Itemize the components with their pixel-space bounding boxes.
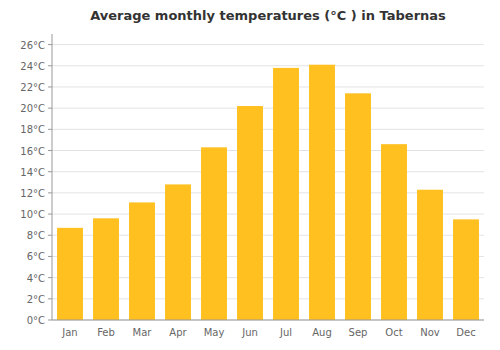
tick-mark: [48, 171, 52, 172]
bar: [129, 202, 155, 320]
bars: [57, 65, 479, 320]
title: Average monthly temperatures (°C ) in Ta…: [90, 8, 446, 23]
tick-mark: [48, 129, 52, 130]
tick-label: 14°C: [20, 167, 45, 178]
tick-label: Apr: [169, 327, 187, 338]
tick-label: 8°C: [27, 230, 45, 241]
tick-mark: [48, 44, 52, 45]
tick-mark: [48, 298, 52, 299]
tick-mark: [48, 235, 52, 236]
grid-line: [52, 171, 484, 172]
tick-label: 16°C: [20, 146, 45, 157]
tick-label: 10°C: [20, 209, 45, 220]
tick-label: May: [204, 327, 225, 338]
tick-label: Dec: [456, 327, 475, 338]
y-ticks: 0°C 2°C 4°C 6°C 8°C 10°C 12°C 14°C 16°C 18°C 20°C 2…: [20, 40, 52, 326]
tick-label: Mar: [133, 327, 153, 338]
tick-mark: [48, 277, 52, 278]
tick-mark: [48, 214, 52, 215]
grid-line: [52, 150, 484, 151]
tick-label: 24°C: [20, 61, 45, 72]
grid-line: [52, 65, 484, 66]
chart: Average monthly temperatures (°C ) in Ta…: [0, 0, 500, 350]
bar: [57, 228, 83, 320]
grid-line: [52, 86, 484, 87]
tick-label: 20°C: [20, 103, 45, 114]
tick-mark: [48, 192, 52, 193]
grid: [52, 45, 484, 320]
grid-line: [52, 44, 484, 45]
bar: [201, 147, 227, 320]
tick-label: Feb: [97, 327, 115, 338]
tick-label: 18°C: [20, 124, 45, 135]
tick-mark: [48, 256, 52, 257]
bar: [165, 184, 191, 320]
x-ticks: Jan Feb Mar Apr May Jun Jul Aug Sep Oct Nov Dec: [61, 327, 475, 338]
tick-label: 2°C: [27, 294, 45, 305]
tick-label: Jan: [61, 327, 77, 338]
tick-label: Sep: [349, 327, 368, 338]
bar: [453, 219, 479, 320]
grid-line: [52, 320, 484, 321]
tick-label: 0°C: [27, 315, 45, 326]
tick-mark: [48, 150, 52, 151]
tick-label: Jun: [241, 327, 258, 338]
x-axis-line: [52, 320, 484, 321]
tick-label: Aug: [312, 327, 332, 338]
bar: [93, 218, 119, 320]
bar: [417, 190, 443, 320]
bar: [309, 65, 335, 320]
tick-label: Oct: [385, 327, 402, 338]
tick-mark: [48, 86, 52, 87]
bar: [237, 106, 263, 320]
grid-line: [52, 129, 484, 130]
bar: [381, 144, 407, 320]
bar: [345, 93, 371, 320]
page: {"chart_data": {"type": "bar", "title": …: [0, 0, 500, 350]
tick-label: 6°C: [27, 251, 45, 262]
tick-mark: [48, 320, 52, 321]
tick-label: 22°C: [20, 82, 45, 93]
y-axis-line: [52, 34, 53, 320]
tick-mark: [48, 65, 52, 66]
tick-label: Jul: [279, 327, 292, 338]
tick-label: 26°C: [20, 40, 45, 51]
tick-label: Nov: [420, 327, 440, 338]
bar: [273, 68, 299, 320]
tick-label: 12°C: [20, 188, 45, 199]
grid-line: [52, 108, 484, 109]
tick-label: 4°C: [27, 273, 45, 284]
tick-mark: [48, 108, 52, 109]
